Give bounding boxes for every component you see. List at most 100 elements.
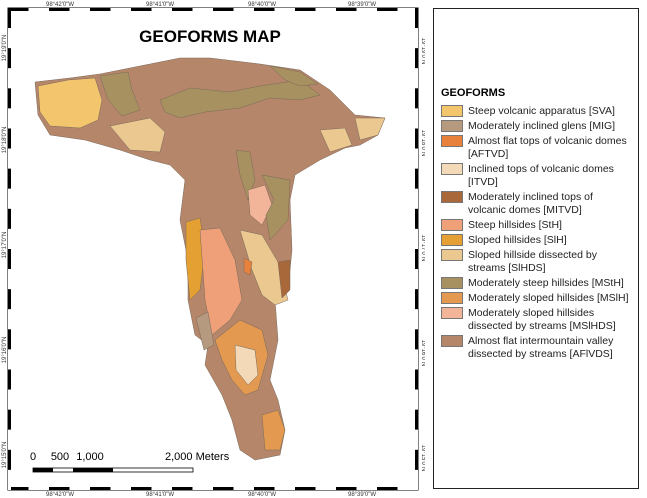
legend-label: Moderately inclined tops of volcanic dom… [468,191,593,216]
legend-item: Moderately inclined glens [MIG] [441,120,632,133]
border-segment [356,487,377,490]
border-segment [8,48,11,69]
border-segment [397,8,418,11]
border-segment [254,8,275,11]
border-segment [415,369,418,390]
border-segment [8,108,11,129]
scale-label: 2,000 Meters [165,451,230,463]
border-segment [274,8,295,11]
legend-label: Steep hillsides [StH] [468,219,562,231]
legend-label: Moderately inclined glens [MIG] [468,120,616,132]
border-segment [415,449,418,470]
border-segment [415,128,418,149]
geoform-area [37,77,103,129]
border-segment [8,28,11,49]
geoform-area [109,117,166,153]
border-segment [8,269,11,290]
border-segment [415,289,418,310]
legend-swatch [441,120,463,132]
legend-swatch [441,249,463,261]
border-segment [49,487,70,490]
border-segment [8,88,11,109]
border-segment [254,487,275,490]
coord-label: 98°41'0"W [146,492,174,498]
border-segment [8,188,11,209]
geoform-area [159,79,321,119]
coord-label: 98°42'0"W [46,2,74,8]
coord-label: 19°19'0"N [2,35,8,62]
border-segment [415,88,418,109]
border-segment [377,487,398,490]
geoform-area [99,71,141,117]
border-segment [90,487,111,490]
border-segment [8,369,11,390]
border-segment [415,208,418,229]
border-segment [8,289,11,310]
border-segment [415,249,418,270]
border-segment [415,309,418,330]
border-segment [28,487,49,490]
border-segment [295,487,316,490]
legend-swatch [441,191,463,203]
geoform-area [239,229,289,306]
scale-label: 0 [30,451,36,463]
coord-label: 19°15'0"N [420,445,425,472]
border-segment [151,487,172,490]
border-segment [415,48,418,69]
border-segment [377,8,398,11]
legend-label: Almost flat tops of volcanic domes [AFTV… [468,135,627,160]
border-segment [213,487,234,490]
coord-label: 19°15'0"N [2,442,8,469]
border-segment [8,449,11,470]
legend-item: Moderately sloped hillsides dissected by… [441,307,632,333]
map-title: GEOFORMS MAP [139,27,281,46]
border-segment [295,8,316,11]
border-segment [192,8,213,11]
border-segment [49,8,70,11]
coord-label: 19°17'0"N [420,235,425,262]
legend-swatch [441,135,463,147]
legend-item: Inclined tops of volcanic domes [ITVD] [441,163,632,189]
legend: GEOFORMS Steep volcanic apparatus [SVA] M… [433,8,639,489]
legend-item: Sloped hillside dissected by streams [Sl… [441,249,632,275]
border-segment [336,8,357,11]
coord-label: 98°39'0"W [348,492,376,498]
legend-item: Moderately sloped hillsides [MSlH] [441,292,632,305]
coord-label: 19°16'0"N [420,340,425,367]
border-segment [397,487,418,490]
legend-swatch [441,292,463,304]
legend-swatch [441,105,463,117]
scale-bar [32,467,194,473]
border-segment [8,309,11,330]
border-segment [415,188,418,209]
border-segment [192,487,213,490]
border-segment [274,487,295,490]
border-segment [90,8,111,11]
border-segment [315,8,336,11]
border-segment [415,409,418,430]
geoform-area [277,259,291,299]
scale-label: 500 [51,451,69,463]
legend-item: Almost flat intermountain valley dissect… [441,335,632,361]
coord-label: 19°17'0"N [2,232,8,259]
scale-label: 1,000 [76,451,104,463]
border-segment [415,8,418,29]
legend-item: Moderately steep hillsides [MStH] [441,277,632,290]
coord-label: 98°41'0"W [146,2,174,8]
border-segment [8,128,11,149]
legend-item: Steep volcanic apparatus [SVA] [441,105,632,118]
border-segment [151,8,172,11]
geoform-area [319,127,353,153]
border-segment [415,168,418,189]
border-segment [8,389,11,410]
border-segment [415,228,418,249]
geoform-area [195,311,215,351]
coord-label: 98°40'0"W [248,492,276,498]
legend-label: Sloped hillside dissected by streams [Sl… [468,249,597,274]
coord-label: 98°40'0"W [248,2,276,8]
legend-swatch [441,234,463,246]
geoform-polygons [34,57,386,461]
border-segment [415,148,418,169]
border-segment [8,228,11,249]
border-segment [213,8,234,11]
